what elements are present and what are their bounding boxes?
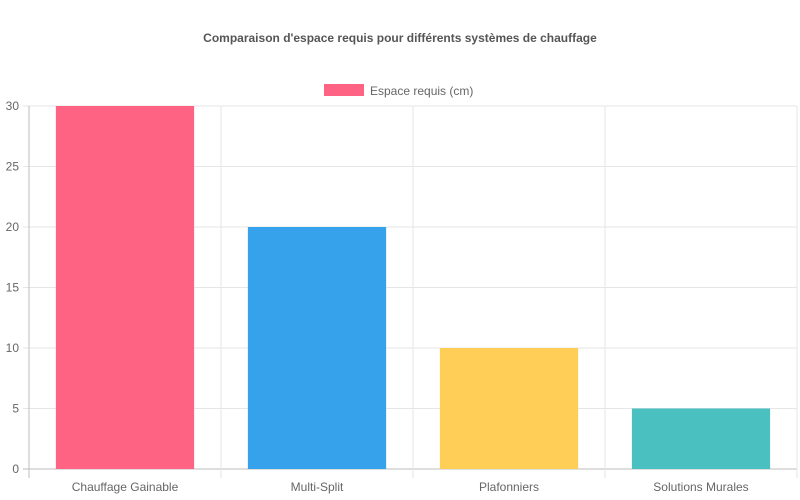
legend[interactable]: Espace requis (cm) [324,84,473,98]
y-tick-label: 25 [6,160,20,174]
legend-label: Espace requis (cm) [370,84,473,98]
y-tick-label: 15 [6,281,20,295]
bar-plafonniers[interactable] [439,348,579,469]
bar-multi-split[interactable] [247,227,387,469]
y-tick-label: 0 [12,462,19,476]
axes: 0 5 10 15 20 25 30 Chauffage Gainable Multi-Spli… [6,99,749,494]
bar-solutions-murales[interactable] [631,408,771,470]
x-tick-label: Multi-Split [291,480,344,494]
y-tick-label: 5 [12,402,19,416]
x-tick-label: Chauffage Gainable [72,480,179,494]
bars [55,106,771,470]
bar-chauffage-gainable[interactable] [55,106,195,469]
x-tick-label: Plafonniers [479,480,539,494]
x-tick-label: Solutions Murales [653,480,748,494]
legend-swatch [324,84,364,96]
y-tick-label: 30 [6,99,20,113]
y-tick-label: 10 [6,341,20,355]
y-tick-label: 20 [6,220,20,234]
chart-title: Comparaison d'espace requis pour différe… [203,31,597,45]
